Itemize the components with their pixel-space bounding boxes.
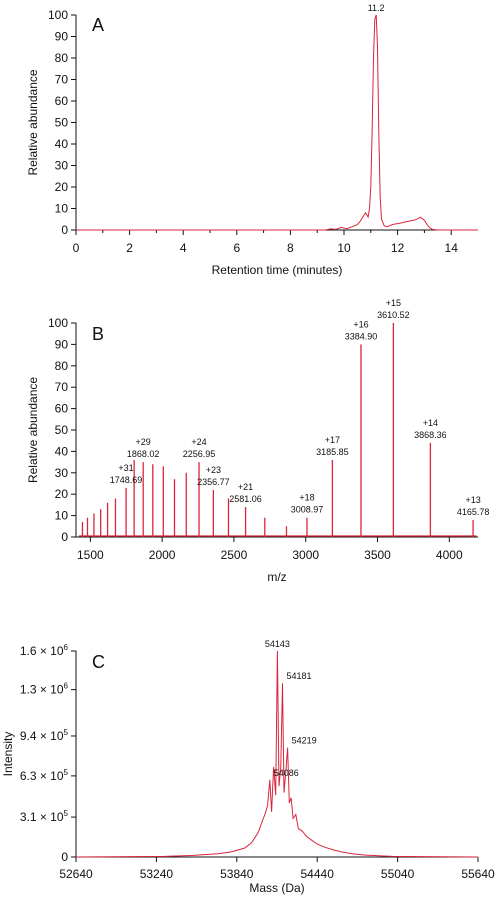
x-tick-label: 2000 bbox=[149, 548, 176, 562]
mz-label: 3008.97 bbox=[291, 505, 324, 515]
charge-label: +21 bbox=[238, 482, 253, 492]
x-tick-label: 4 bbox=[180, 241, 187, 255]
x-tick-label: 12 bbox=[391, 241, 405, 255]
y-tick-label: 3.1 × 105 bbox=[20, 809, 69, 824]
y-tick-label: 1.3 × 106 bbox=[20, 682, 69, 697]
mz-label: 3610.52 bbox=[377, 310, 410, 320]
x-tick-label: 52640 bbox=[59, 867, 93, 881]
panel-c: 52640 53240 53840 54440 55040 55640 0 3.1 × 105… bbox=[1, 639, 495, 895]
mz-label: 2356.77 bbox=[197, 477, 230, 487]
x-tick-label: 3000 bbox=[292, 548, 319, 562]
y-tick-label: 50 bbox=[55, 423, 69, 437]
mz-label: 3384.90 bbox=[345, 331, 378, 341]
peak-label: 11.2 bbox=[368, 3, 385, 13]
x-tick-label: 14 bbox=[445, 241, 459, 255]
x-tick-label: 0 bbox=[73, 241, 80, 255]
x-tick-label: 4000 bbox=[436, 548, 463, 562]
x-tick-label: 55640 bbox=[461, 867, 495, 881]
panel-letter: A bbox=[92, 15, 104, 35]
x-tick-label: 2 bbox=[126, 241, 133, 255]
y-tick-label: 100 bbox=[48, 316, 68, 330]
y-axis-label: Relative abundance bbox=[26, 377, 40, 483]
y-tick-label: 50 bbox=[55, 116, 69, 130]
y-tick-label: 80 bbox=[55, 359, 69, 373]
charge-label: +13 bbox=[465, 495, 480, 505]
peak-label: 54143 bbox=[265, 639, 290, 649]
y-tick-label: 0 bbox=[61, 223, 68, 237]
charge-label: +15 bbox=[386, 298, 401, 308]
y-tick-label: 0 bbox=[61, 850, 68, 864]
y-tick-label: 1.6 × 106 bbox=[20, 643, 69, 658]
charge-label: +14 bbox=[423, 418, 438, 428]
charge-label: +18 bbox=[299, 493, 314, 503]
charge-label: +31 bbox=[118, 463, 133, 473]
y-tick-label: 40 bbox=[55, 444, 69, 458]
y-tick-label: 30 bbox=[55, 466, 69, 480]
mz-label: 2581.06 bbox=[229, 494, 262, 504]
y-tick-label: 10 bbox=[55, 509, 69, 523]
charge-label: +24 bbox=[191, 437, 206, 447]
y-tick-label: 9.4 × 105 bbox=[20, 728, 69, 743]
x-tick-label: 6 bbox=[233, 241, 240, 255]
panel-letter: B bbox=[92, 324, 104, 344]
y-tick-label: 90 bbox=[55, 337, 69, 351]
x-axis-label: Mass (Da) bbox=[249, 881, 304, 895]
y-tick-label: 6.3 × 105 bbox=[20, 768, 69, 783]
x-axis-label: Retention time (minutes) bbox=[212, 263, 343, 277]
x-tick-label: 54440 bbox=[301, 867, 335, 881]
y-tick-label: 60 bbox=[55, 402, 69, 416]
y-tick-label: 70 bbox=[55, 380, 69, 394]
charge-label: +23 bbox=[206, 465, 221, 475]
charge-label: +29 bbox=[136, 437, 151, 447]
mz-label: 1868.02 bbox=[127, 449, 160, 459]
y-tick-label: 70 bbox=[55, 73, 69, 87]
mz-label: 3868.36 bbox=[414, 430, 447, 440]
y-axis-label: Intensity bbox=[1, 732, 15, 777]
x-axis-label: m/z bbox=[267, 570, 286, 584]
panel-b: 1500 2000 2500 3000 3500 4000 0 10 20 30 40 50 60 70 8… bbox=[26, 298, 489, 584]
y-tick-label: 0 bbox=[61, 530, 68, 544]
peak-label: 54181 bbox=[286, 671, 311, 681]
panel-a: 0 2 4 6 8 10 12 14 0 10 20 30 40 50 60 70 80 90 100 A Retent… bbox=[26, 3, 478, 277]
x-tick-label: 10 bbox=[337, 241, 351, 255]
x-tick-label: 53840 bbox=[220, 867, 254, 881]
mz-label: 4165.78 bbox=[457, 507, 490, 517]
peak-label: 54219 bbox=[292, 736, 317, 746]
mz-label: 1748.69 bbox=[110, 475, 143, 485]
x-tick-label: 2500 bbox=[221, 548, 248, 562]
x-tick-label: 55040 bbox=[381, 867, 415, 881]
y-tick-label: 40 bbox=[55, 137, 69, 151]
x-tick-label: 1500 bbox=[77, 548, 104, 562]
y-tick-label: 30 bbox=[55, 159, 69, 173]
charge-label: +17 bbox=[325, 435, 340, 445]
mz-label: 3185.85 bbox=[316, 447, 349, 457]
charge-label: +16 bbox=[353, 319, 368, 329]
series-line bbox=[76, 14, 478, 231]
y-axis-label: Relative abundance bbox=[26, 69, 40, 175]
y-tick-label: 80 bbox=[55, 51, 69, 65]
y-tick-label: 60 bbox=[55, 94, 69, 108]
series-line bbox=[75, 650, 479, 858]
mz-label: 2256.95 bbox=[183, 449, 216, 459]
x-tick-label: 8 bbox=[287, 241, 294, 255]
x-tick-label: 53240 bbox=[140, 867, 174, 881]
peak-label: 54086 bbox=[274, 768, 299, 778]
y-tick-label: 90 bbox=[55, 30, 69, 44]
y-tick-label: 10 bbox=[55, 202, 69, 216]
panel-letter: C bbox=[92, 652, 105, 672]
y-tick-label: 20 bbox=[55, 180, 69, 194]
y-tick-label: 20 bbox=[55, 487, 69, 501]
y-tick-label: 100 bbox=[48, 8, 68, 22]
x-tick-label: 3500 bbox=[364, 548, 391, 562]
